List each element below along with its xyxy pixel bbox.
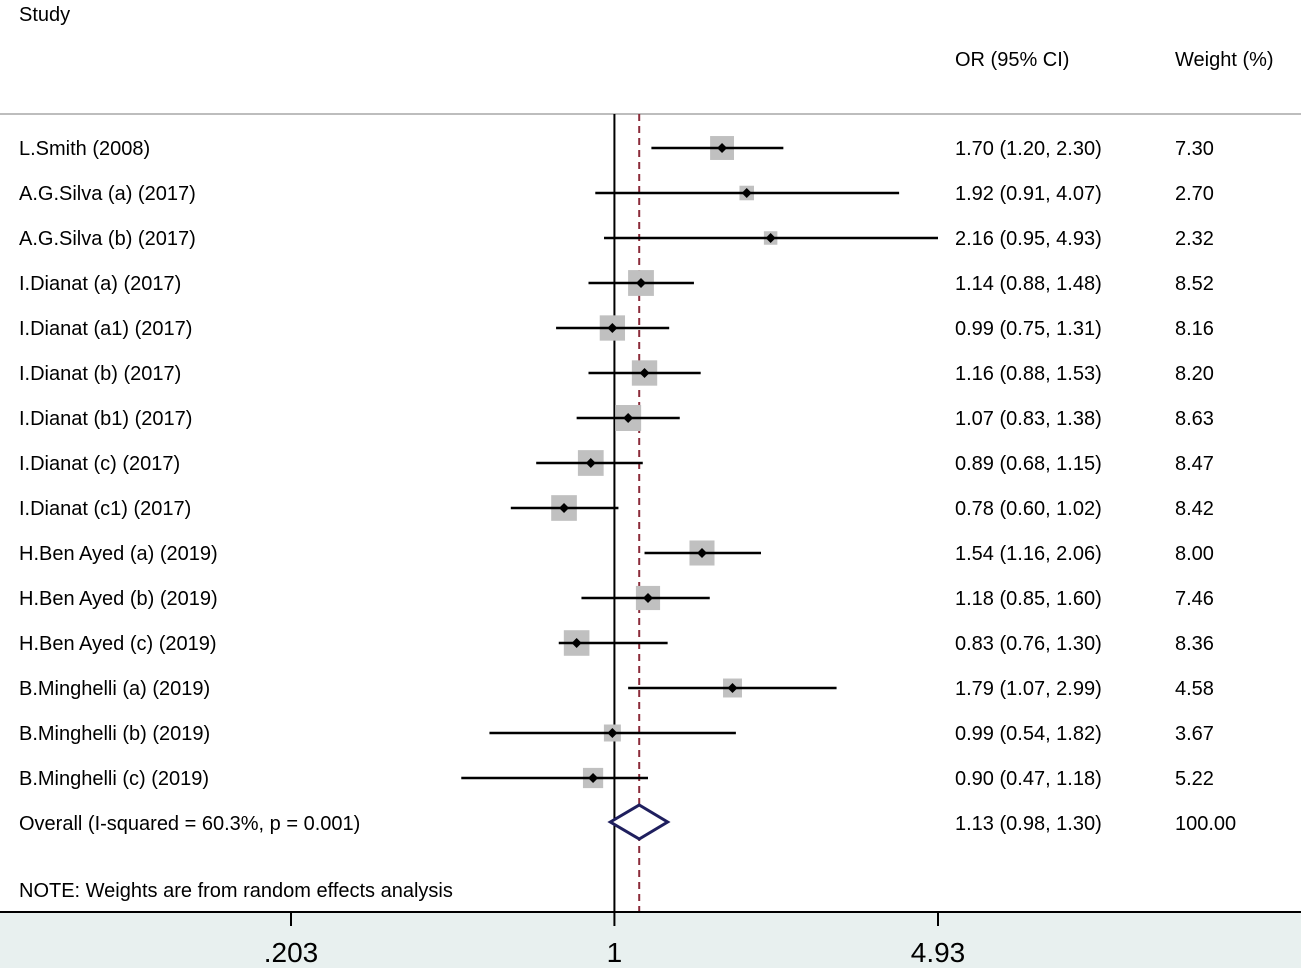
study-point-estimate <box>635 278 646 288</box>
study-point-estimate <box>607 728 618 738</box>
study-weight-text: 8.20 <box>1175 363 1214 385</box>
study-label: A.G.Silva (b) (2017) <box>19 228 196 250</box>
study-label: H.Ben Ayed (a) (2019) <box>19 543 218 565</box>
study-weight-text: 4.58 <box>1175 678 1214 700</box>
study-or-text: 1.16 (0.88, 1.53) <box>955 363 1102 385</box>
study-label: I.Dianat (c) (2017) <box>19 453 180 475</box>
study-label: I.Dianat (a1) (2017) <box>19 318 192 340</box>
overall-weight-text: 100.00 <box>1175 813 1236 835</box>
study-weight-text: 8.63 <box>1175 408 1214 430</box>
study-or-text: 0.99 (0.54, 1.82) <box>955 723 1102 745</box>
study-row: I.Dianat (c1) (2017) 0.78 (0.60, 1.02) 8.4… <box>19 495 1214 521</box>
study-weight-text: 8.16 <box>1175 318 1214 340</box>
study-weight-text: 8.47 <box>1175 453 1214 475</box>
x-axis-ticks: .203 1 4.93 <box>264 912 966 968</box>
study-point-estimate <box>642 593 653 603</box>
overall-or-text: 1.13 (0.98, 1.30) <box>955 813 1102 835</box>
study-weight-text: 2.70 <box>1175 183 1214 205</box>
study-label: I.Dianat (a) (2017) <box>19 273 181 295</box>
study-weight-text: 8.52 <box>1175 273 1214 295</box>
study-row: I.Dianat (b1) (2017) 1.07 (0.83, 1.38) 8.6… <box>19 405 1214 431</box>
study-row: B.Minghelli (b) (2019) 0.99 (0.54, 1.82) 3… <box>19 723 1214 745</box>
study-row: A.G.Silva (b) (2017) 2.16 (0.95, 4.93) 2.3… <box>19 228 1214 250</box>
study-row: H.Ben Ayed (b) (2019) 1.18 (0.85, 1.60) 7.… <box>19 585 1214 611</box>
study-label: H.Ben Ayed (c) (2019) <box>19 633 217 655</box>
study-label: L.Smith (2008) <box>19 138 150 160</box>
study-weight-text: 8.42 <box>1175 498 1214 520</box>
study-or-text: 1.79 (1.07, 2.99) <box>955 678 1102 700</box>
study-or-text: 1.92 (0.91, 4.07) <box>955 183 1102 205</box>
header-or: OR (95% CI) <box>955 49 1069 71</box>
study-row: I.Dianat (a1) (2017) 0.99 (0.75, 1.31) 8.1… <box>19 315 1214 341</box>
study-point-estimate <box>639 368 650 378</box>
study-label: I.Dianat (b1) (2017) <box>19 408 192 430</box>
study-or-text: 1.70 (1.20, 2.30) <box>955 138 1102 160</box>
study-or-text: 0.99 (0.75, 1.31) <box>955 318 1102 340</box>
study-point-estimate <box>727 683 738 693</box>
study-weight-text: 5.22 <box>1175 768 1214 790</box>
study-label: B.Minghelli (a) (2019) <box>19 678 210 700</box>
overall-label: Overall (I-squared = 60.3%, p = 0.001) <box>19 813 360 835</box>
study-or-text: 1.18 (0.85, 1.60) <box>955 588 1102 610</box>
study-label: I.Dianat (c1) (2017) <box>19 498 191 520</box>
study-or-text: 1.14 (0.88, 1.48) <box>955 273 1102 295</box>
study-rows: L.Smith (2008) 1.70 (1.20, 2.30) 7.30 A.G.S… <box>19 136 1214 790</box>
study-or-text: 0.90 (0.47, 1.18) <box>955 768 1102 790</box>
study-weight-text: 2.32 <box>1175 228 1214 250</box>
study-label: B.Minghelli (b) (2019) <box>19 723 210 745</box>
study-point-estimate <box>623 413 634 423</box>
study-label: B.Minghelli (c) (2019) <box>19 768 209 790</box>
header-weight: Weight (%) <box>1175 49 1274 71</box>
study-point-estimate <box>765 233 776 243</box>
x-tick-label: 4.93 <box>911 937 966 968</box>
axis-band <box>0 912 1301 968</box>
study-label: I.Dianat (b) (2017) <box>19 363 181 385</box>
study-or-text: 2.16 (0.95, 4.93) <box>955 228 1102 250</box>
study-weight-text: 7.46 <box>1175 588 1214 610</box>
study-row: B.Minghelli (a) (2019) 1.79 (1.07, 2.99) 4… <box>19 678 1214 700</box>
study-point-estimate <box>559 503 570 513</box>
x-tick-label: 1 <box>607 937 623 968</box>
study-row: H.Ben Ayed (c) (2019) 0.83 (0.76, 1.30) 8.… <box>19 630 1214 656</box>
study-weight-text: 8.00 <box>1175 543 1214 565</box>
study-point-estimate <box>588 773 599 783</box>
study-or-text: 0.83 (0.76, 1.30) <box>955 633 1102 655</box>
study-point-estimate <box>585 458 596 468</box>
study-row: I.Dianat (b) (2017) 1.16 (0.88, 1.53) 8.20 <box>19 360 1214 386</box>
study-weight-text: 3.67 <box>1175 723 1214 745</box>
study-point-estimate <box>717 143 728 153</box>
study-point-estimate <box>741 188 752 198</box>
header-study: Study <box>19 4 70 26</box>
overall-diamond <box>607 803 671 841</box>
study-or-text: 1.54 (1.16, 2.06) <box>955 543 1102 565</box>
study-point-estimate <box>607 323 618 333</box>
study-row: I.Dianat (c) (2017) 0.89 (0.68, 1.15) 8.47 <box>19 450 1214 476</box>
study-row: I.Dianat (a) (2017) 1.14 (0.88, 1.48) 8.52 <box>19 270 1214 296</box>
study-label: A.G.Silva (a) (2017) <box>19 183 196 205</box>
study-weight-text: 7.30 <box>1175 138 1214 160</box>
x-tick-label: .203 <box>264 937 319 968</box>
study-row: A.G.Silva (a) (2017) 1.92 (0.91, 4.07) 2.7… <box>19 183 1214 205</box>
study-or-text: 0.89 (0.68, 1.15) <box>955 453 1102 475</box>
study-weight-text: 8.36 <box>1175 633 1214 655</box>
study-or-text: 0.78 (0.60, 1.02) <box>955 498 1102 520</box>
weights-note: NOTE: Weights are from random effects an… <box>19 880 453 902</box>
study-row: B.Minghelli (c) (2019) 0.90 (0.47, 1.18) 5… <box>19 767 1214 790</box>
study-point-estimate <box>696 548 707 558</box>
study-row: L.Smith (2008) 1.70 (1.20, 2.30) 7.30 <box>19 136 1214 160</box>
study-row: H.Ben Ayed (a) (2019) 1.54 (1.16, 2.06) 8.… <box>19 540 1214 566</box>
study-point-estimate <box>571 638 582 648</box>
study-label: H.Ben Ayed (b) (2019) <box>19 588 218 610</box>
study-or-text: 1.07 (0.83, 1.38) <box>955 408 1102 430</box>
